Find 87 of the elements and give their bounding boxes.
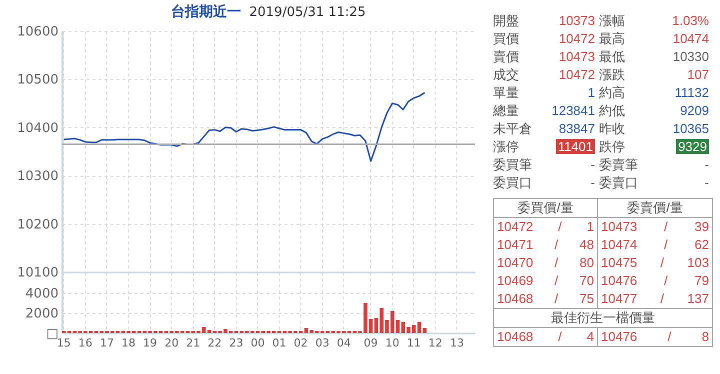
text: 成交 (493, 67, 519, 82)
text: 約低 (599, 103, 625, 118)
text: 10477 / 137 (601, 290, 709, 308)
text: 10472 (558, 31, 595, 46)
text: 10475 / 103 (601, 254, 709, 272)
text: 10472 / 1 (497, 218, 594, 236)
text: 約高 (599, 85, 625, 100)
y-tick-label: 10300 (17, 169, 58, 184)
text: 10373 (558, 13, 595, 28)
text: 漲停 (493, 139, 519, 154)
text: 單量 (493, 85, 519, 100)
text: 最高 (599, 31, 625, 46)
x-tick-label: 10 (385, 336, 400, 350)
x-tick-label: 02 (294, 336, 308, 350)
x-tick-label: 22 (208, 336, 222, 350)
text: 委買口 (493, 175, 532, 190)
line-series (63, 92, 426, 162)
text: 11401 (556, 139, 595, 154)
text: 10468 / 4 (497, 328, 594, 346)
text: 10476 / 79 (601, 272, 709, 290)
text: 10470 / 80 (497, 254, 594, 272)
x-tick-label: 18 (122, 336, 136, 350)
y-tick-label: □ (46, 326, 58, 342)
chart-title: 台指期近一 (171, 4, 242, 20)
text: 1.03% (672, 13, 709, 28)
text: 委賣筆 (599, 157, 638, 172)
text: 10468 / 75 (497, 290, 594, 308)
text: 10474 / 62 (601, 236, 709, 254)
y-tick-label: 10600 (17, 24, 58, 40)
text: 漲幅 (599, 13, 625, 28)
text: 10473 (558, 49, 595, 64)
x-tick-label: 21 (186, 336, 200, 350)
x-tick-label: 11 (406, 336, 421, 350)
text: 委買筆 (493, 157, 532, 172)
text: 委買價/量 (494, 198, 598, 218)
y-tick-label: 2000 (25, 306, 58, 322)
text: 10330 (672, 49, 709, 64)
text: 開盤 (493, 13, 519, 28)
text: 總量 (493, 103, 519, 118)
x-tick-label: 03 (315, 336, 330, 350)
x-tick-label: 13 (450, 336, 464, 350)
text: 委賣口 (599, 175, 638, 190)
text: 買價 (493, 31, 519, 46)
text: 83847 (558, 121, 595, 136)
text: - (590, 175, 595, 190)
text: 最低 (599, 49, 625, 64)
text: 10474 (672, 31, 709, 46)
y-tick-label: 4000 (25, 286, 58, 302)
text: 最佳衍生一檔價量 (494, 308, 712, 328)
bar (422, 328, 427, 333)
x-tick-label: 15 (56, 336, 71, 350)
x-tick-label: 23 (229, 336, 244, 350)
x-tick-label: 12 (428, 336, 442, 350)
y-tick-label: 10100 (17, 266, 58, 280)
x-tick-label: 17 (100, 336, 114, 350)
text: 107 (687, 67, 709, 82)
text: 漲跌 (599, 67, 625, 82)
text: - (704, 157, 709, 172)
x-tick-label: 19 (143, 336, 158, 350)
y-tick-label: 10500 (17, 72, 58, 88)
x-tick-label: 04 (336, 336, 351, 350)
x-tick-label: 01 (272, 336, 286, 350)
text: 10469 / 70 (497, 272, 594, 290)
text: 10471 / 48 (497, 236, 594, 254)
text: 委賣價/量 (598, 198, 712, 218)
chart-subtitle: 2019/05/31 11:25 (249, 5, 366, 20)
x-tick-label: 16 (78, 336, 92, 350)
text: - (590, 157, 595, 172)
text: 賣價 (493, 49, 519, 64)
text: 11132 (674, 85, 709, 100)
x-tick-label: 09 (364, 336, 378, 350)
y-tick-label: 10200 (17, 217, 58, 232)
text: 10476 / 8 (601, 328, 709, 346)
y-tick-label: 10400 (17, 120, 58, 136)
text: 跌停 (599, 139, 625, 154)
x-tick-label: 00 (250, 336, 265, 350)
text: 10472 (558, 67, 595, 82)
text: - (704, 175, 709, 190)
text: 昨收 (599, 121, 625, 136)
text: 10365 (672, 121, 709, 136)
text: 9209 (680, 103, 709, 118)
x-tick-label: 20 (164, 336, 179, 350)
text: 9329 (676, 139, 709, 154)
text: 10473 / 39 (601, 218, 709, 236)
text: 123841 (552, 103, 595, 118)
text: 未平倉 (493, 121, 532, 136)
text: 1 (588, 85, 595, 100)
